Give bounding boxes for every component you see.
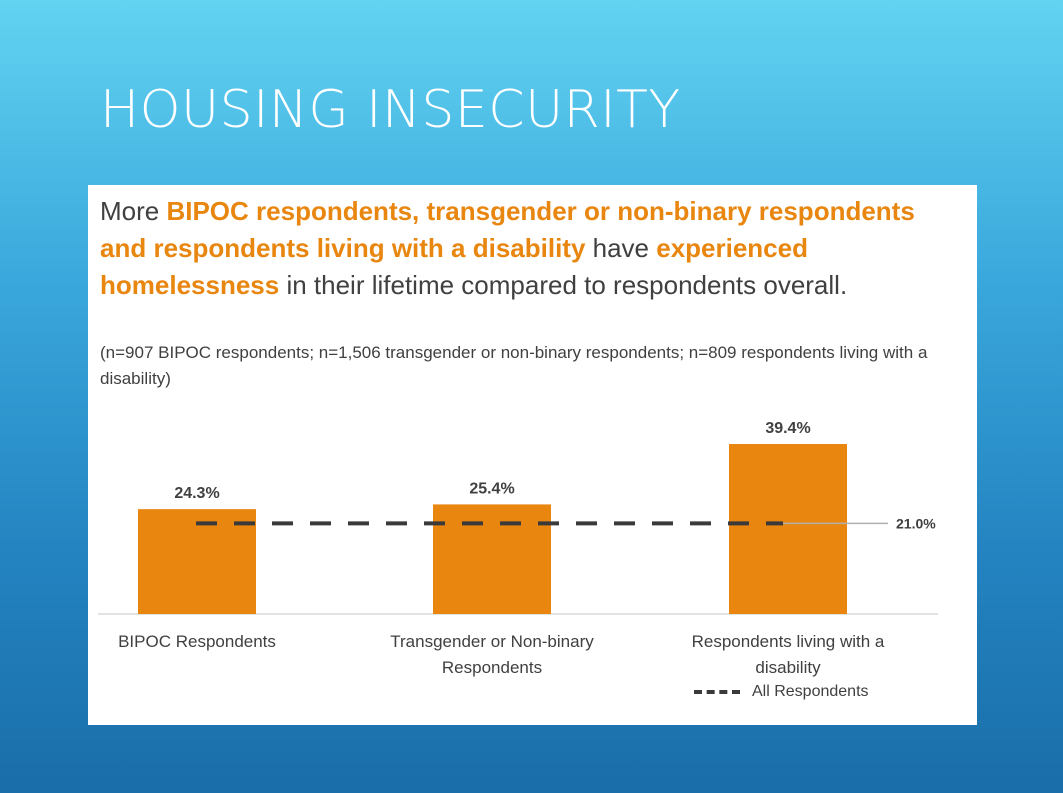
data-label-3: 39.4% [765,420,810,437]
category-label-1: BIPOC Respondents [52,629,342,655]
category-label-line: Respondents [441,658,543,677]
category-label-line: disability [755,658,821,677]
headline-text-1: More [100,196,167,226]
headline-text-3: in their lifetime compared to respondent… [279,270,848,300]
category-label-line: Respondents living with a [691,632,885,651]
data-label-1: 24.3% [174,485,219,502]
legend-label: All Respondents [752,683,869,700]
chart-headline: More BIPOC respondents, transgender or n… [100,193,940,304]
chart-panel: More BIPOC respondents, transgender or n… [88,185,977,725]
headline-highlight-groups: BIPOC respondents, transgender or non-bi… [100,196,915,263]
category-label-line: Transgender or Non-binary [390,632,594,651]
headline-highlight-homelessness: experienced homelessness [100,233,808,300]
legend-dash-swatch [694,690,740,694]
reference-value-label: 21.0% [896,515,936,531]
bar-2 [433,504,551,614]
category-label-line: BIPOC Respondents [118,632,276,651]
bar-3 [729,444,847,614]
headline-text-2: have [585,233,657,263]
data-label-2: 25.4% [469,480,514,497]
slide-title: HOUSING INSECURITY [100,80,681,140]
category-label-2: Transgender or Non-binary Respondents [347,629,637,681]
bar-chart: 24.3% 25.4% 39.4% 21.0% [98,420,938,615]
legend: All Respondents [694,683,869,701]
category-label-3: Respondents living with a disability [643,629,933,681]
sample-size-note: (n=907 BIPOC respondents; n=1,506 transg… [100,343,928,388]
bar-1 [138,509,256,614]
